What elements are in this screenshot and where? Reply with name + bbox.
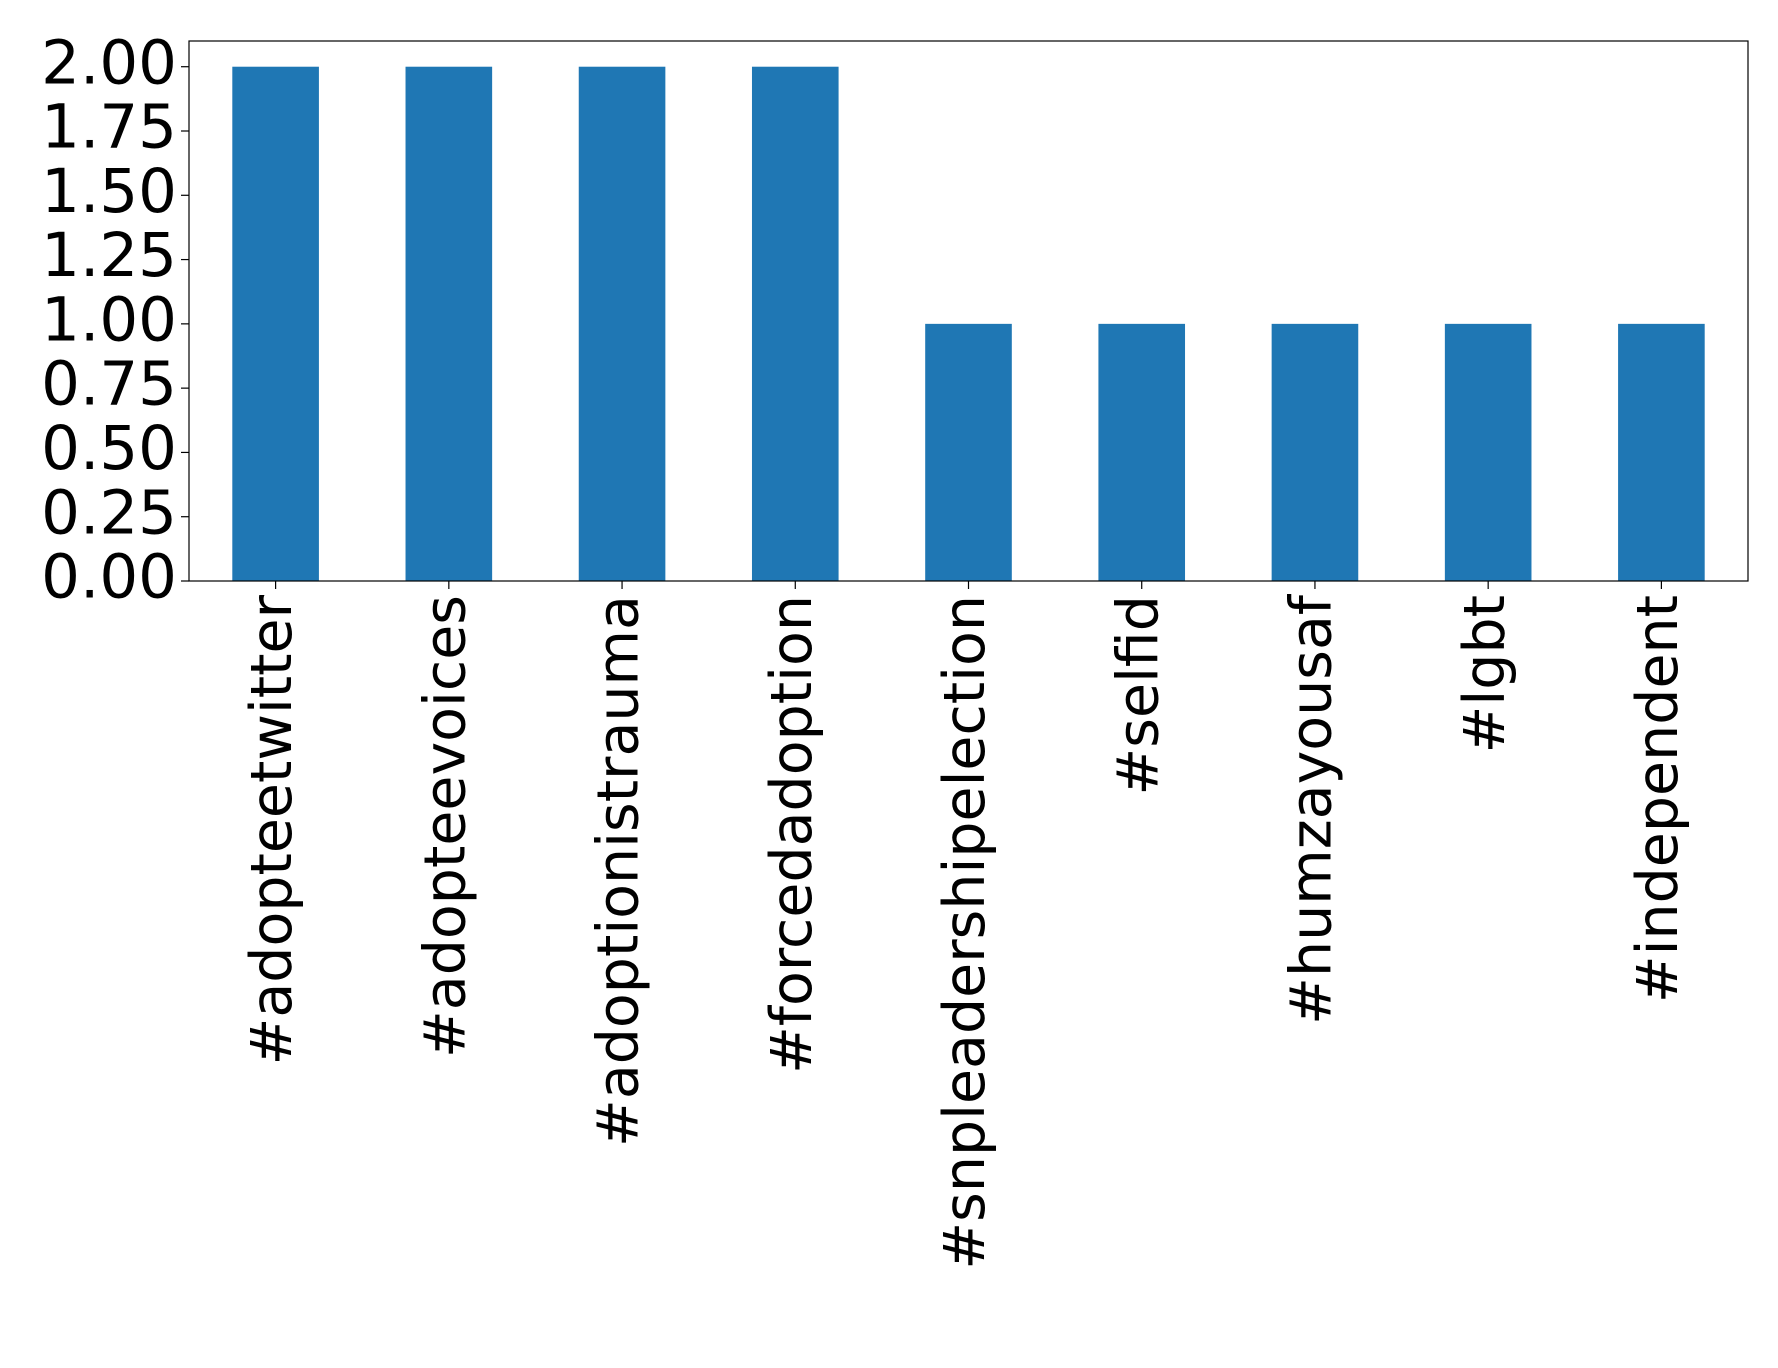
x-tick-label: #snpleadershipelection [932, 595, 998, 1270]
bar [1444, 323, 1532, 581]
x-tick-label: #lgbt [1452, 595, 1518, 753]
x-tick-label: #adoptionistrauma [586, 595, 652, 1147]
y-tick-label: 0.75 [41, 349, 177, 420]
y-tick-label: 0.00 [41, 542, 177, 613]
x-tick-label: #adopteetwitter [239, 594, 305, 1065]
bar [751, 66, 839, 581]
bar [925, 323, 1012, 581]
bar [1098, 323, 1186, 581]
bar [232, 66, 319, 581]
y-tick-label: 1.75 [41, 92, 177, 163]
x-tick-label: #humzayousaf [1279, 593, 1345, 1025]
x-tick-label: #independent [1625, 595, 1691, 1003]
plot-frame [188, 40, 1749, 582]
y-tick-label: 1.25 [41, 220, 177, 291]
bar [405, 66, 493, 581]
bar [1618, 323, 1705, 581]
y-tick-label: 2.00 [41, 27, 177, 98]
x-tick-label: #adopteevoices [412, 595, 478, 1058]
y-tick-label: 1.50 [41, 156, 177, 227]
y-tick-label: 0.25 [41, 477, 177, 548]
y-tick-label: 1.00 [41, 284, 177, 355]
y-tick-label: 0.50 [41, 413, 177, 484]
bar [1271, 323, 1359, 581]
x-tick-label: #selfid [1105, 595, 1171, 795]
x-tick-label: #forcedadoption [759, 595, 825, 1074]
bar [578, 66, 666, 581]
